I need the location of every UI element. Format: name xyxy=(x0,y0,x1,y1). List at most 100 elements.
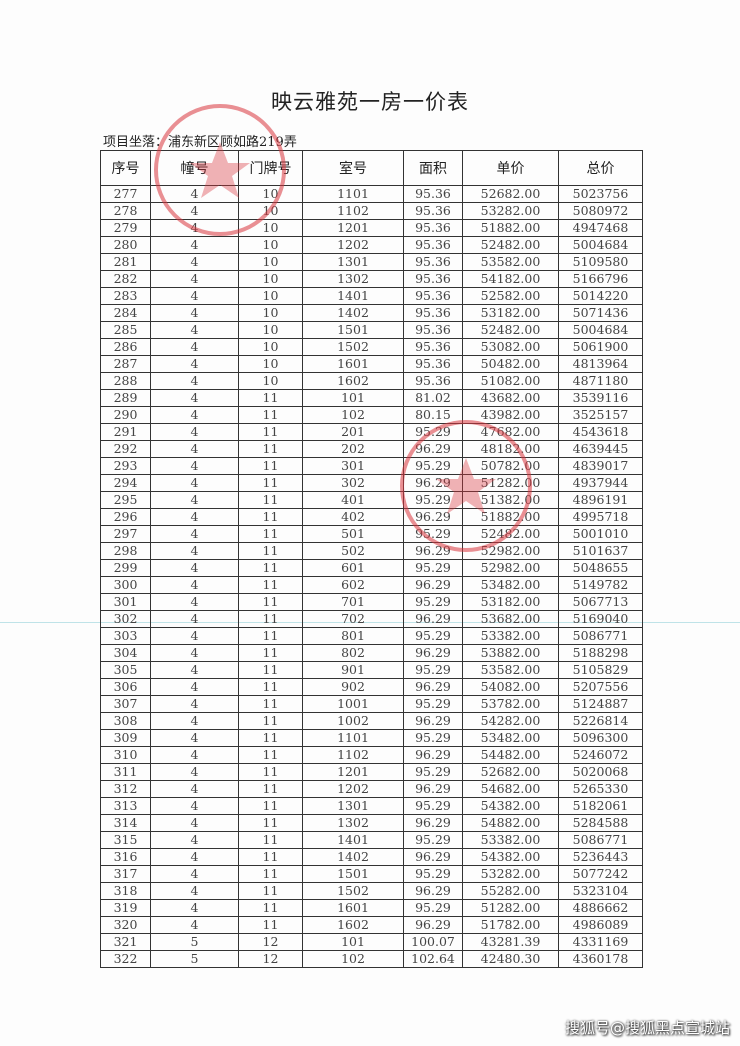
table-cell: 4 xyxy=(150,542,239,560)
table-cell: 11 xyxy=(238,440,303,458)
table-row: 321 5 12 101 100.07 43281.39 4331169 xyxy=(100,933,643,951)
table-cell: 10 xyxy=(238,321,303,339)
table-cell: 4 xyxy=(150,406,239,424)
table-row: 308 4 11 1002 96.29 54282.00 5226814 xyxy=(100,712,643,730)
table-row: 288 4 10 1602 95.36 51082.00 4871180 xyxy=(100,372,643,390)
table-cell: 52982.00 xyxy=(462,542,559,560)
table-cell: 102 xyxy=(302,406,404,424)
table-cell: 53282.00 xyxy=(462,865,559,883)
table-cell: 4 xyxy=(150,185,239,203)
table-cell: 51882.00 xyxy=(462,219,559,237)
table-cell: 55282.00 xyxy=(462,882,559,900)
table-cell: 95.36 xyxy=(403,287,463,305)
table-row: 281 4 10 1301 95.36 53582.00 5109580 xyxy=(100,253,643,271)
table-row: 316 4 11 1402 96.29 54382.00 5236443 xyxy=(100,848,643,866)
table-cell: 4 xyxy=(150,814,239,832)
table-cell: 4 xyxy=(150,899,239,917)
table-cell: 701 xyxy=(302,593,404,611)
table-cell: 10 xyxy=(238,253,303,271)
table-row: 314 4 11 1302 96.29 54882.00 5284588 xyxy=(100,814,643,832)
table-cell: 5048655 xyxy=(558,559,643,577)
table-row: 286 4 10 1502 95.36 53082.00 5061900 xyxy=(100,338,643,356)
table-row: 301 4 11 701 95.29 53182.00 5067713 xyxy=(100,593,643,611)
table-cell: 288 xyxy=(100,372,151,390)
table-row: 284 4 10 1402 95.36 53182.00 5071436 xyxy=(100,304,643,322)
table-cell: 4 xyxy=(150,321,239,339)
table-cell: 95.29 xyxy=(403,695,463,713)
table-cell: 54382.00 xyxy=(462,797,559,815)
table-cell: 11 xyxy=(238,627,303,645)
table-cell: 1301 xyxy=(302,797,404,815)
table-cell: 96.29 xyxy=(403,644,463,662)
table-cell: 286 xyxy=(100,338,151,356)
table-cell: 4871180 xyxy=(558,372,643,390)
table-cell: 1101 xyxy=(302,185,404,203)
table-cell: 5246072 xyxy=(558,746,643,764)
table-cell: 102 xyxy=(302,950,404,968)
table-cell: 52682.00 xyxy=(462,763,559,781)
table-cell: 902 xyxy=(302,678,404,696)
table-cell: 11 xyxy=(238,678,303,696)
table-cell: 310 xyxy=(100,746,151,764)
table-cell: 4986089 xyxy=(558,916,643,934)
column-header: 面积 xyxy=(403,150,463,186)
table-cell: 1302 xyxy=(302,270,404,288)
table-cell: 1501 xyxy=(302,865,404,883)
table-cell: 51282.00 xyxy=(462,474,559,492)
table-cell: 5182061 xyxy=(558,797,643,815)
table-cell: 11 xyxy=(238,865,303,883)
table-cell: 95.36 xyxy=(403,185,463,203)
table-cell: 4 xyxy=(150,865,239,883)
table-cell: 4 xyxy=(150,678,239,696)
table-row: 311 4 11 1201 95.29 52682.00 5020068 xyxy=(100,763,643,781)
table-cell: 1402 xyxy=(302,304,404,322)
table-cell: 95.29 xyxy=(403,491,463,509)
table-cell: 602 xyxy=(302,576,404,594)
table-cell: 11 xyxy=(238,814,303,832)
table-cell: 12 xyxy=(238,950,303,968)
table-cell: 53082.00 xyxy=(462,338,559,356)
table-cell: 702 xyxy=(302,610,404,628)
table-cell: 4 xyxy=(150,763,239,781)
table-cell: 54282.00 xyxy=(462,712,559,730)
table-cell: 95.29 xyxy=(403,763,463,781)
table-cell: 53882.00 xyxy=(462,644,559,662)
table-cell: 96.29 xyxy=(403,576,463,594)
table-cell: 283 xyxy=(100,287,151,305)
table-cell: 54682.00 xyxy=(462,780,559,798)
table-cell: 11 xyxy=(238,406,303,424)
table-cell: 4 xyxy=(150,338,239,356)
table-cell: 5109580 xyxy=(558,253,643,271)
table-cell: 802 xyxy=(302,644,404,662)
table-cell: 4 xyxy=(150,440,239,458)
table-cell: 279 xyxy=(100,219,151,237)
table-row: 295 4 11 401 95.29 51382.00 4896191 xyxy=(100,491,643,509)
table-cell: 4 xyxy=(150,372,239,390)
column-header: 序号 xyxy=(100,150,151,186)
table-cell: 4 xyxy=(150,797,239,815)
table-row: 319 4 11 1601 95.29 51282.00 4886662 xyxy=(100,899,643,917)
table-cell: 5071436 xyxy=(558,304,643,322)
table-cell: 11 xyxy=(238,610,303,628)
table-row: 305 4 11 901 95.29 53582.00 5105829 xyxy=(100,661,643,679)
table-row: 320 4 11 1602 96.29 51782.00 4986089 xyxy=(100,916,643,934)
table-cell: 402 xyxy=(302,508,404,526)
table-cell: 10 xyxy=(238,304,303,322)
table-cell: 3539116 xyxy=(558,389,643,407)
table-cell: 4331169 xyxy=(558,933,643,951)
table-row: 296 4 11 402 96.29 51882.00 4995718 xyxy=(100,508,643,526)
table-row: 283 4 10 1401 95.36 52582.00 5014220 xyxy=(100,287,643,305)
table-cell: 51382.00 xyxy=(462,491,559,509)
table-cell: 11 xyxy=(238,695,303,713)
table-cell: 5169040 xyxy=(558,610,643,628)
table-cell: 80.15 xyxy=(403,406,463,424)
table-cell: 5188298 xyxy=(558,644,643,662)
table-cell: 4 xyxy=(150,729,239,747)
table-cell: 4 xyxy=(150,525,239,543)
document-title: 映云雅苑一房一价表 xyxy=(271,90,469,114)
table-cell: 301 xyxy=(302,457,404,475)
table-cell: 1502 xyxy=(302,882,404,900)
table-row: 322 5 12 102 102.64 42480.30 4360178 xyxy=(100,950,643,968)
table-cell: 5284588 xyxy=(558,814,643,832)
table-cell: 300 xyxy=(100,576,151,594)
